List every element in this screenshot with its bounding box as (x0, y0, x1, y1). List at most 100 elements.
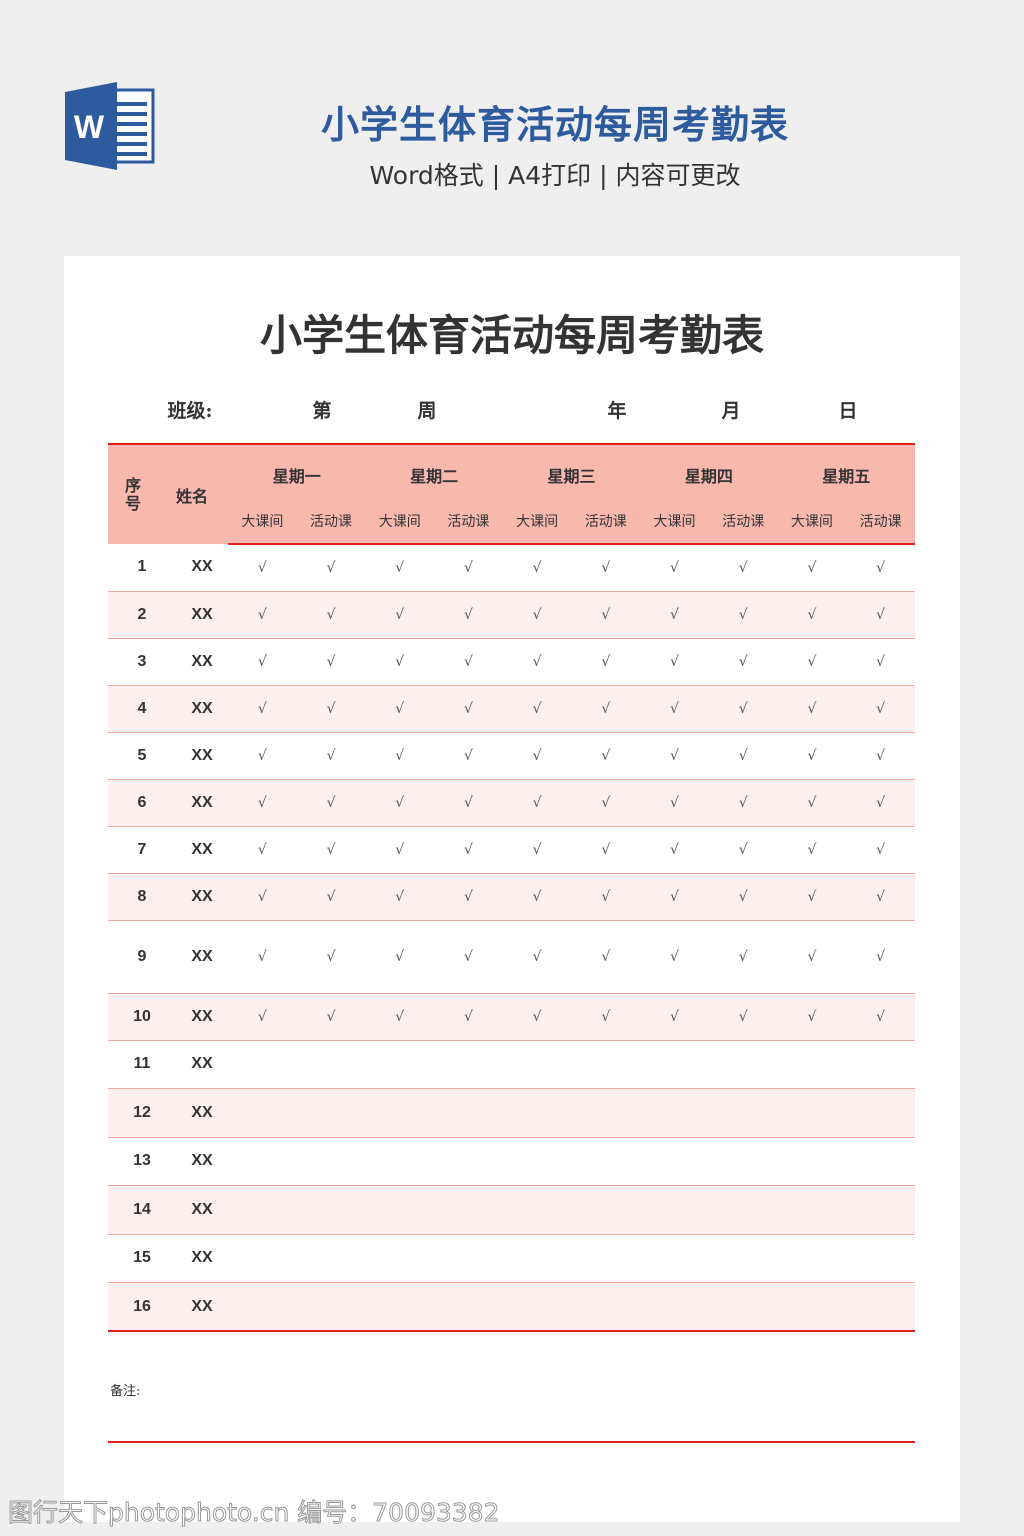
day-header: 星期五 (777, 443, 915, 498)
attendance-cell: √ (640, 779, 709, 827)
sub-header: 大课间 (228, 498, 297, 545)
table-row: 8 XX √ √ √ √ √ √ √ √ √ √ (108, 873, 915, 921)
attendance-cell (434, 1088, 503, 1138)
attendance-cell: √ (571, 920, 641, 994)
attendance-cell: √ (846, 920, 915, 994)
table-row: 5 XX √ √ √ √ √ √ √ √ √ √ (108, 732, 915, 780)
col-no-header: 序号 (108, 443, 176, 544)
attendance-cell: √ (434, 732, 503, 780)
attendance-cell: √ (296, 873, 366, 921)
attendance-cell: √ (365, 873, 435, 921)
attendance-cell: √ (296, 993, 366, 1041)
student-name: XX (176, 826, 228, 874)
table-row: 7 XX √ √ √ √ √ √ √ √ √ √ (108, 826, 915, 874)
attendance-cell (640, 1088, 709, 1138)
attendance-cell (365, 1137, 435, 1186)
month-label: 月 (721, 400, 741, 422)
attendance-cell: √ (571, 638, 641, 686)
row-number: 16 (108, 1282, 176, 1332)
attendance-cell: √ (708, 544, 778, 592)
attendance-cell: √ (434, 993, 503, 1041)
attendance-cell: √ (846, 732, 915, 780)
attendance-cell: √ (502, 779, 572, 827)
attendance-cell (571, 1185, 641, 1235)
row-number: 10 (108, 993, 176, 1041)
attendance-cell (708, 1137, 778, 1186)
row-number: 1 (108, 544, 176, 592)
day-header: 星期一 (228, 443, 366, 498)
attendance-cell: √ (434, 638, 503, 686)
attendance-cell (228, 1282, 297, 1332)
attendance-cell (434, 1040, 503, 1089)
attendance-cell (502, 1185, 572, 1235)
attendance-cell: √ (777, 873, 847, 921)
table-row: 11 XX (108, 1040, 915, 1089)
row-number: 14 (108, 1185, 176, 1235)
attendance-cell (296, 1137, 366, 1186)
attendance-cell (296, 1040, 366, 1089)
attendance-cell: √ (846, 685, 915, 733)
attendance-cell (365, 1282, 435, 1332)
attendance-cell (228, 1185, 297, 1235)
student-name: XX (176, 591, 228, 639)
logo-letter: W (74, 109, 105, 145)
attendance-cell: √ (777, 591, 847, 639)
attendance-cell (571, 1282, 641, 1332)
row-number: 5 (108, 732, 176, 780)
attendance-cell: √ (777, 993, 847, 1041)
row-number: 2 (108, 591, 176, 639)
attendance-cell: √ (434, 685, 503, 733)
attendance-cell: √ (502, 591, 572, 639)
sub-header: 活动课 (846, 498, 915, 545)
attendance-cell (571, 1088, 641, 1138)
attendance-cell: √ (640, 826, 709, 874)
attendance-cell: √ (296, 732, 366, 780)
attendance-cell: √ (571, 591, 641, 639)
student-name: XX (176, 1137, 228, 1186)
document-title: 小学生体育活动每周考勤表 (259, 311, 764, 360)
attendance-cell (846, 1040, 915, 1089)
attendance-cell (777, 1088, 847, 1138)
attendance-cell (434, 1185, 503, 1235)
class-label: 班级: (167, 400, 213, 422)
attendance-cell: √ (228, 779, 297, 827)
attendance-cell (365, 1040, 435, 1089)
attendance-cell: √ (640, 873, 709, 921)
attendance-cell: √ (777, 779, 847, 827)
attendance-cell: √ (777, 732, 847, 780)
attendance-cell: √ (777, 544, 847, 592)
attendance-cell: √ (228, 544, 297, 592)
attendance-cell (296, 1185, 366, 1235)
attendance-cell: √ (640, 732, 709, 780)
attendance-cell (365, 1088, 435, 1138)
attendance-cell: √ (434, 826, 503, 874)
student-name: XX (176, 638, 228, 686)
student-name: XX (176, 544, 228, 592)
table-row: 15 XX (108, 1234, 915, 1283)
attendance-cell: √ (640, 993, 709, 1041)
attendance-cell (228, 1234, 297, 1283)
attendance-cell (502, 1234, 572, 1283)
attendance-cell (434, 1137, 503, 1186)
row-number: 11 (108, 1040, 176, 1089)
attendance-cell: √ (502, 732, 572, 780)
attendance-cell: √ (846, 993, 915, 1041)
note-label: 备注: (110, 1384, 141, 1399)
attendance-cell (640, 1137, 709, 1186)
attendance-cell: √ (708, 591, 778, 639)
attendance-cell (502, 1040, 572, 1089)
sub-header: 大课间 (365, 498, 435, 545)
attendance-cell (571, 1137, 641, 1186)
attendance-cell: √ (296, 685, 366, 733)
attendance-cell: √ (571, 544, 641, 592)
attendance-cell (708, 1234, 778, 1283)
attendance-cell (296, 1234, 366, 1283)
table-row: 6 XX √ √ √ √ √ √ √ √ √ √ (108, 779, 915, 827)
student-name: XX (176, 779, 228, 827)
attendance-cell: √ (502, 544, 572, 592)
attendance-cell: √ (708, 779, 778, 827)
student-name: XX (176, 732, 228, 780)
attendance-cell (846, 1137, 915, 1186)
attendance-cell (228, 1040, 297, 1089)
attendance-cell (777, 1040, 847, 1089)
